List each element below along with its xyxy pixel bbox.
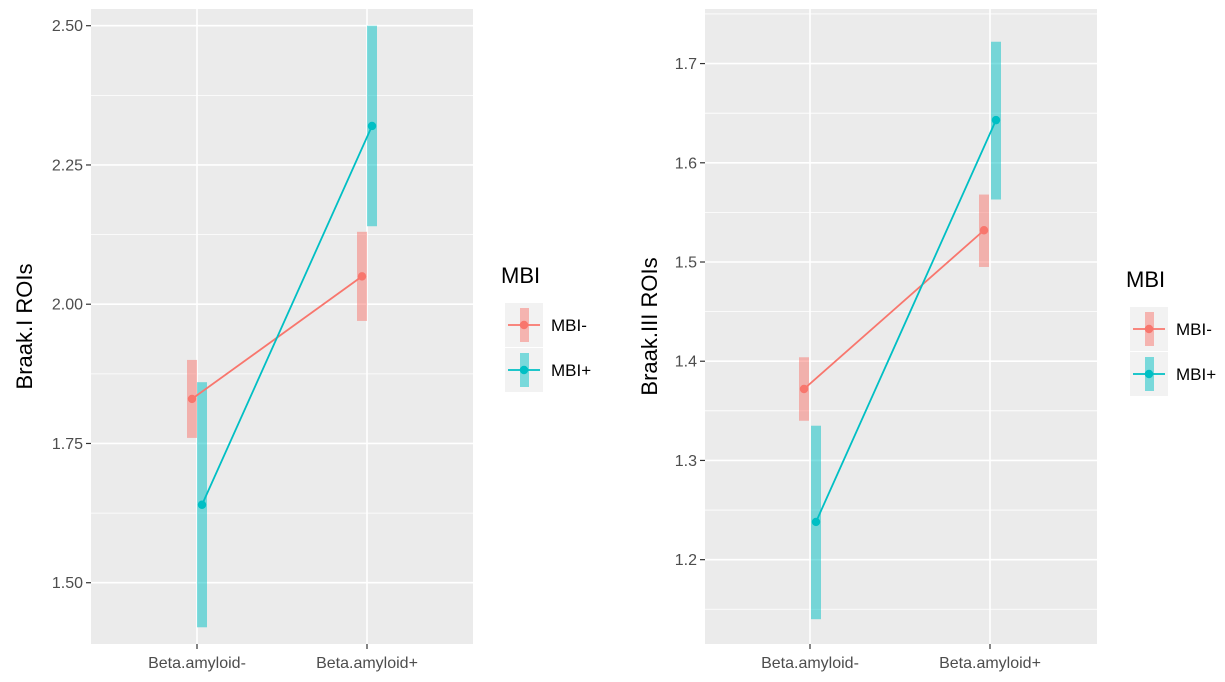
point-MBI+-0: [197, 500, 207, 509]
legend-key-point: [519, 320, 529, 330]
legend-label: MBI+: [1176, 365, 1216, 384]
legend-label: MBI-: [551, 316, 587, 335]
y-tick-label: 1.4: [675, 354, 697, 371]
y-tick-label: 2.25: [52, 157, 83, 174]
point-MBI--0: [799, 384, 809, 394]
plot-background: [705, 9, 1097, 644]
series-line-MBI+: [201, 125, 373, 506]
legend-title: MBI: [501, 263, 540, 288]
data-marks: [799, 41, 1001, 620]
point-MBI--1: [357, 272, 367, 281]
gridlines: [705, 9, 1097, 644]
axis-ticks: 1.2 1.3 1.4 1.5 1.6 1.7 Beta.amyloid- Beta.amyl…: [675, 56, 1041, 672]
legend-key-point: [519, 365, 529, 375]
y-axis-title: Braak.III ROIs: [637, 257, 662, 395]
y-tick-label: 2.00: [52, 297, 83, 314]
x-tick-label: Beta.amyloid+: [316, 655, 418, 672]
y-tick-label: 1.75: [52, 436, 83, 453]
point-MBI+-0: [811, 517, 821, 527]
data-marks: [187, 25, 377, 628]
panel-braak-iii: 1.2 1.3 1.4 1.5 1.6 1.7 Beta.amyloid- Beta.amyl…: [637, 9, 1097, 672]
series-line-MBI+: [815, 119, 997, 523]
x-tick-label: Beta.amyloid+: [939, 655, 1041, 672]
panel-braak-i: 1.50 1.75 2.00 2.25 2.50 Beta.amyloid- Beta.am…: [12, 9, 473, 672]
point-MBI+-1: [367, 121, 377, 131]
x-tick-label: Beta.amyloid-: [761, 655, 859, 672]
series-line-MBI-: [803, 229, 985, 390]
legend-key-point: [1144, 324, 1154, 334]
axis-ticks: 1.50 1.75 2.00 2.25 2.50 Beta.amyloid- Beta.am…: [52, 18, 418, 672]
legend-label: MBI-: [1176, 320, 1212, 339]
legend-key-point: [1144, 369, 1154, 379]
point-MBI--0: [187, 394, 197, 404]
y-tick-label: 1.7: [675, 56, 697, 73]
y-tick-label: 1.50: [52, 575, 83, 592]
y-tick-label: 1.3: [675, 453, 697, 470]
y-axis-title: Braak.I ROIs: [12, 264, 37, 390]
legend-label: MBI+: [551, 361, 591, 380]
point-MBI+-1: [991, 115, 1001, 125]
legend-title: MBI: [1126, 267, 1165, 292]
y-tick-label: 1.2: [675, 552, 697, 569]
x-tick-label: Beta.amyloid-: [148, 655, 246, 672]
legend-panel-2: MBI MBI- MBI+: [1126, 267, 1216, 396]
y-tick-label: 1.6: [675, 155, 697, 172]
y-tick-label: 2.50: [52, 18, 83, 35]
legend-panel-1: MBI MBI- MBI+: [501, 263, 591, 392]
point-MBI--1: [979, 226, 989, 235]
y-tick-label: 1.5: [675, 255, 697, 272]
